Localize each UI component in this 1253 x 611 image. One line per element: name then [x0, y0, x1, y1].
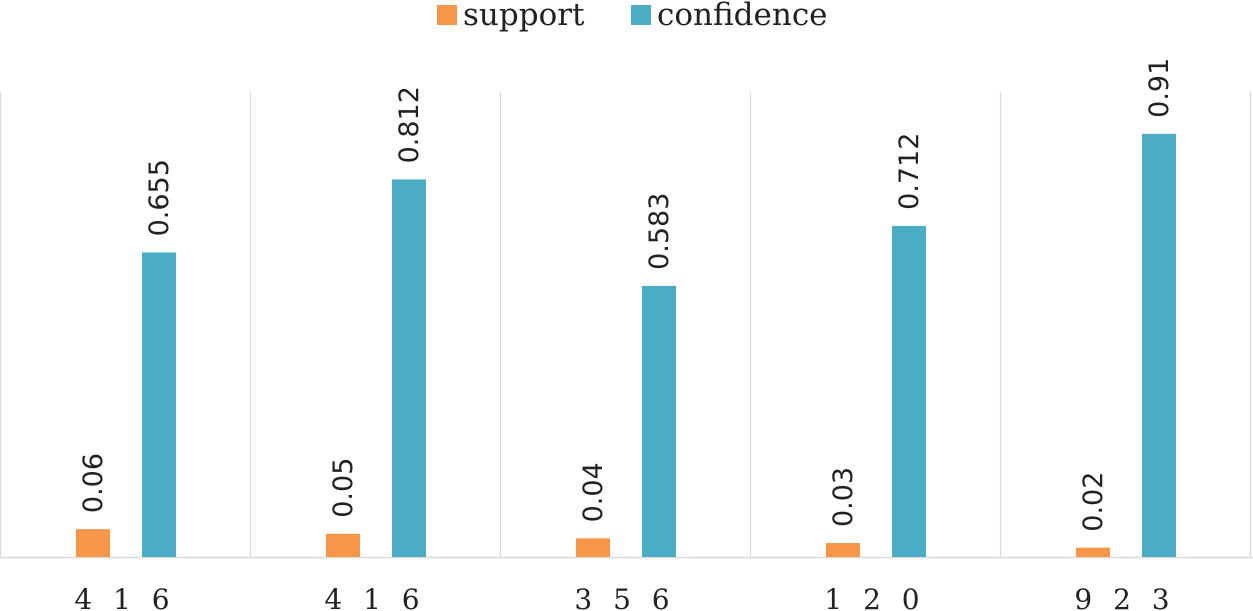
- data-label-confidence-3: 0.712: [894, 133, 925, 210]
- bar-confidence-1: [392, 179, 426, 558]
- data-label-support-4: 0.02: [1078, 472, 1109, 532]
- data-label-support-0: 0.06: [78, 453, 109, 513]
- x-tick-label-3: 1 2 0: [824, 583, 925, 611]
- data-label-support-1: 0.05: [328, 458, 359, 518]
- data-label-support-3: 0.03: [828, 467, 859, 527]
- bar-support-0: [76, 529, 110, 557]
- bar-support-3: [826, 543, 860, 557]
- data-label-confidence-2: 0.583: [644, 193, 675, 270]
- data-label-confidence-1: 0.812: [394, 86, 425, 163]
- bar-support-4: [1076, 547, 1110, 557]
- bar-support-2: [576, 538, 610, 557]
- bar-confidence-2: [642, 285, 676, 557]
- x-tick-label-0: 4 1 6: [74, 583, 175, 611]
- legend-swatch-support: [437, 5, 457, 25]
- legend-label-confidence: confidence: [657, 0, 828, 33]
- data-label-confidence-0: 0.655: [144, 159, 175, 236]
- bar-confidence-3: [892, 225, 926, 558]
- x-tick-label-4: 9 2 3: [1074, 583, 1175, 611]
- x-tick-labels: 4 1 6 4 1 6 3 5 6 1 2 0 9 2 3: [74, 583, 1175, 611]
- data-labels: 0.06 0.655 0.05 0.812 0.04 0.583 0.03 0.712 0.02…: [78, 58, 1175, 532]
- data-label-support-2: 0.04: [578, 462, 609, 522]
- bar-confidence-4: [1142, 133, 1176, 557]
- x-tick-label-1: 4 1 6: [324, 583, 425, 611]
- legend-label-support: support: [463, 0, 585, 33]
- category-separators: [0, 92, 1252, 557]
- bar-confidence-0: [142, 252, 176, 558]
- x-tick-label-2: 3 5 6: [574, 583, 675, 611]
- bars: [76, 133, 1176, 558]
- bar-support-1: [326, 533, 360, 557]
- legend: support confidence: [437, 0, 828, 33]
- data-label-confidence-4: 0.91: [1144, 58, 1175, 118]
- legend-swatch-confidence: [631, 5, 651, 25]
